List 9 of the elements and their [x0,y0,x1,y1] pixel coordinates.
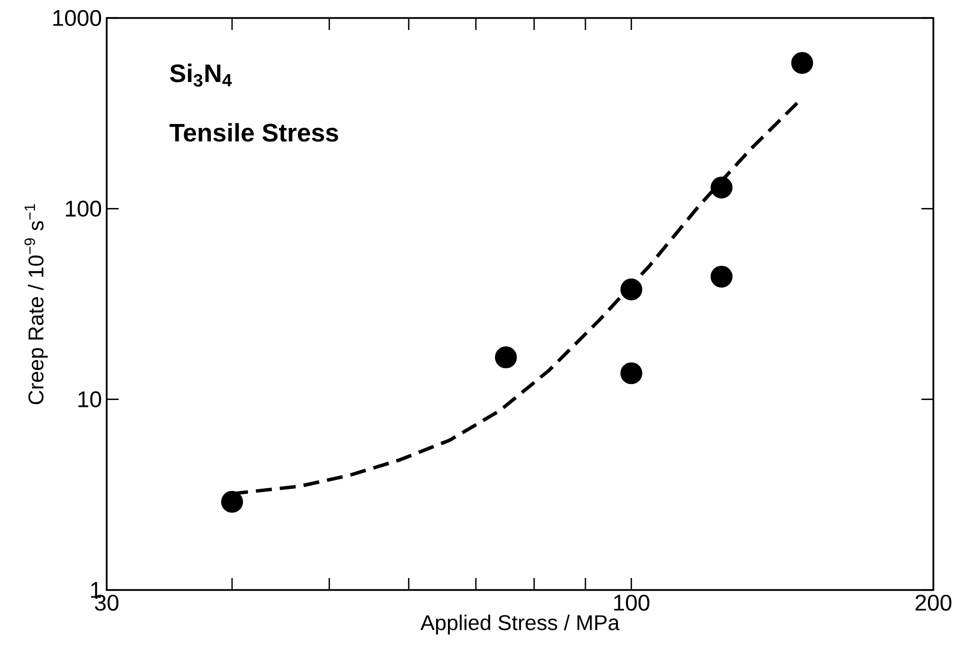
y-axis-title: Creep Rate / 10$^{−9}$ s$^{−1}$ [24,204,48,404]
x-tick-label: 100 [614,594,650,611]
x-tick-label: 200 [916,594,952,611]
y-tick-label: 10 [78,391,102,408]
annotation: Tensile Stress [170,123,338,142]
x-axis-title: Applied Stress / MPa [420,614,620,634]
y-tick-label: 100 [66,200,102,217]
y-tick-label: 1000 [53,10,102,26]
text: Si$_{3}$N$_{4}$ [170,64,232,87]
